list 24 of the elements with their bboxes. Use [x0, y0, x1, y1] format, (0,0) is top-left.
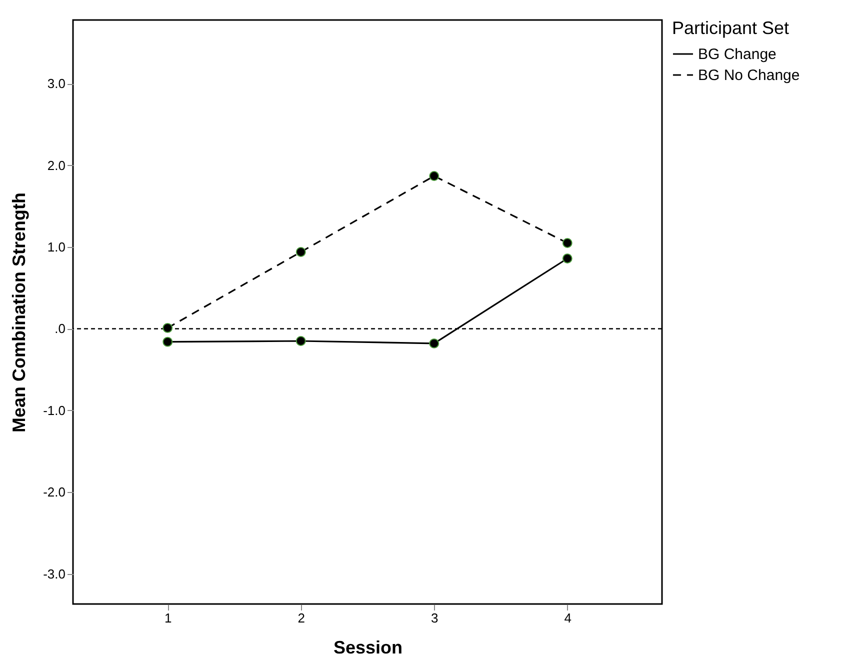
y-axis-title: Mean Combination Strength	[9, 192, 30, 432]
legend-title: Participant Set	[672, 18, 790, 38]
legend-label: BG Change	[698, 46, 776, 63]
point	[296, 247, 306, 257]
y-tick-label: -1.0	[43, 402, 66, 418]
x-axis-title: Session	[333, 638, 403, 658]
x-tick-label: 1	[164, 610, 172, 626]
point	[162, 322, 173, 333]
point	[429, 338, 440, 348]
x-tick-label: 4	[564, 610, 572, 626]
point	[429, 171, 440, 181]
x-tick-label: 3	[431, 610, 438, 626]
x-tick-label: 2	[298, 610, 305, 626]
y-tick-label: 1.0	[47, 240, 66, 255]
point	[562, 238, 572, 248]
y-tick-label: -3.0	[43, 566, 66, 582]
y-tick-label: 2.0	[47, 158, 66, 173]
point	[562, 254, 572, 264]
y-tick-label: -2.0	[43, 484, 66, 500]
y-tick-label: .0	[54, 321, 66, 336]
y-tick-label: 3.0	[47, 76, 66, 92]
point	[296, 336, 306, 346]
point	[162, 336, 173, 347]
legend-label: BG No Change	[698, 67, 800, 84]
